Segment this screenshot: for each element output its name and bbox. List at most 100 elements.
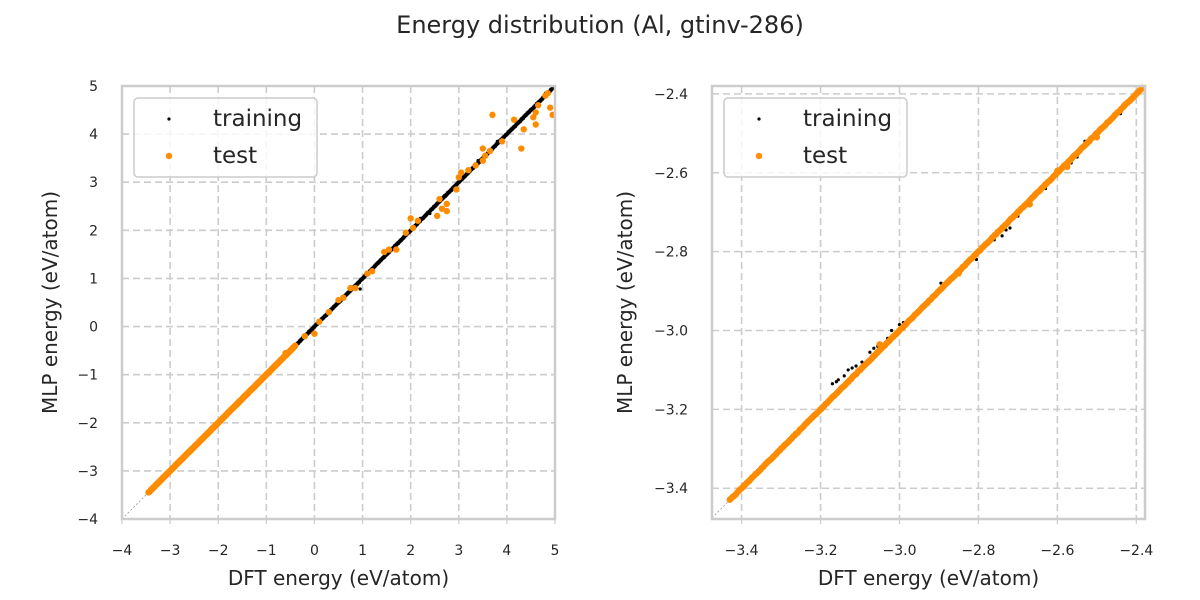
right-x-tick-label: −2.4 [1119,543,1153,559]
left-training-point [358,287,362,291]
left-test-points [145,90,556,496]
left-test-point [546,104,554,111]
left-x-tick-labels: −4 −3 −2 −1 0 1 2 3 4 5 [112,543,560,559]
left-y-tick-label: −3 [77,464,98,480]
left-test-point [479,145,487,152]
left-training-point [476,158,480,163]
left-test-point [316,318,323,325]
right-x-axis-label: DFT energy (eV/atom) [818,566,1039,590]
left-test-point [347,284,354,292]
right-training-point [850,366,854,370]
right-test-point [1093,134,1101,141]
left-test-point [486,147,494,155]
left-training-point [442,194,446,198]
left-y-tick-label: 2 [89,223,98,239]
left-test-point [534,102,542,109]
left-training-point [428,211,432,216]
left-training-point [495,139,499,143]
right-training-point [1000,234,1004,238]
left-test-point [479,157,487,164]
left-test-point [443,200,450,208]
right-test-point [1026,201,1033,208]
left-legend-training-label: training [213,106,302,132]
left-x-tick-label: −1 [256,543,277,559]
left-test-point [443,207,450,215]
left-x-axis-label: DFT energy (eV/atom) [228,566,449,590]
right-legend-training-label: training [803,106,892,132]
left-y-tick-label: 3 [89,175,98,191]
left-x-tick-label: −4 [112,543,133,559]
right-training-point [836,378,840,382]
left-y-tick-label: 1 [89,271,98,287]
left-test-point [436,195,443,203]
left-y-tick-label: 5 [89,79,98,95]
left-y-axis-label: MLP energy (eV/atom) [38,191,62,414]
right-legend-box [723,97,908,178]
right-x-tick-label: −3.4 [725,543,759,559]
left-test-point [282,349,289,357]
left-test-point [402,229,410,236]
left-test-point [465,166,472,174]
left-test-point [340,294,347,301]
left-legend-test-marker [165,152,173,160]
left-panel-energy-full-range: −4 −3 −2 −1 0 1 2 3 4 5 −4 −3 −2 −1 0 1 2 3 4 5 DFT energy… [38,79,559,590]
left-x-tick-label: −3 [160,543,181,559]
left-test-point [381,248,388,256]
right-legend-test-marker [755,152,763,160]
right-x-tick-label: −3.2 [804,543,838,559]
left-test-point [453,186,460,193]
left-test-point [489,111,496,119]
left-test-point [532,121,539,128]
right-x-tick-labels: −3.4 −3.2 −3.0 −2.8 −2.6 −2.4 [725,543,1154,559]
left-test-point [368,268,376,275]
left-test-point [364,270,371,277]
right-legend-test-label: test [803,143,847,169]
left-test-point [455,174,462,181]
right-training-point [846,368,850,372]
right-y-tick-label: −2.6 [654,166,688,182]
right-y-tick-label: −2.8 [654,245,688,261]
left-test-point [518,145,525,152]
left-y-tick-labels: −4 −3 −2 −1 0 1 2 3 4 5 [77,79,98,528]
left-test-point [407,215,414,222]
left-test-point [393,246,400,253]
right-test-point [1064,163,1071,171]
right-training-point [868,350,872,354]
left-y-tick-label: −2 [77,416,98,432]
left-legend-training-marker [167,117,171,121]
left-test-point [325,308,333,316]
right-training-point [842,374,846,378]
left-test-point [510,116,518,123]
right-y-tick-label: −3.0 [654,323,688,339]
right-legend-training-marker [757,117,761,121]
left-test-point [544,90,551,97]
right-training-point [889,328,894,333]
left-test-point [433,212,441,220]
left-axes-frame [120,84,557,521]
left-legend-test-label: test [213,143,257,169]
right-test-point [955,270,962,277]
left-x-tick-label: 3 [454,543,463,559]
left-test-point [335,296,342,304]
left-training-point [356,282,360,286]
left-test-point [520,126,527,133]
left-y-tick-label: −1 [77,368,98,384]
left-x-tick-label: 2 [406,543,415,559]
right-test-point [1121,102,1128,109]
right-panel-energy-zoomed: −3.4 −3.2 −3.0 −2.8 −2.6 −2.4 −3.4 −3.2 −3.0 −2.… [613,84,1154,590]
left-test-point [530,114,537,121]
left-training-point [308,330,312,334]
right-training-point [830,382,834,386]
left-test-point [311,330,318,337]
left-training-point [519,117,523,121]
left-legend-box [133,97,318,178]
right-test-point [876,341,883,348]
right-y-tick-label: −3.2 [654,402,688,418]
left-test-point [409,224,417,232]
left-test-point [472,162,479,169]
left-x-tick-label: 1 [358,543,367,559]
right-training-point [854,364,858,368]
right-x-tick-label: −3.0 [882,543,916,559]
right-test-point [1054,167,1061,174]
left-test-point [385,246,393,253]
